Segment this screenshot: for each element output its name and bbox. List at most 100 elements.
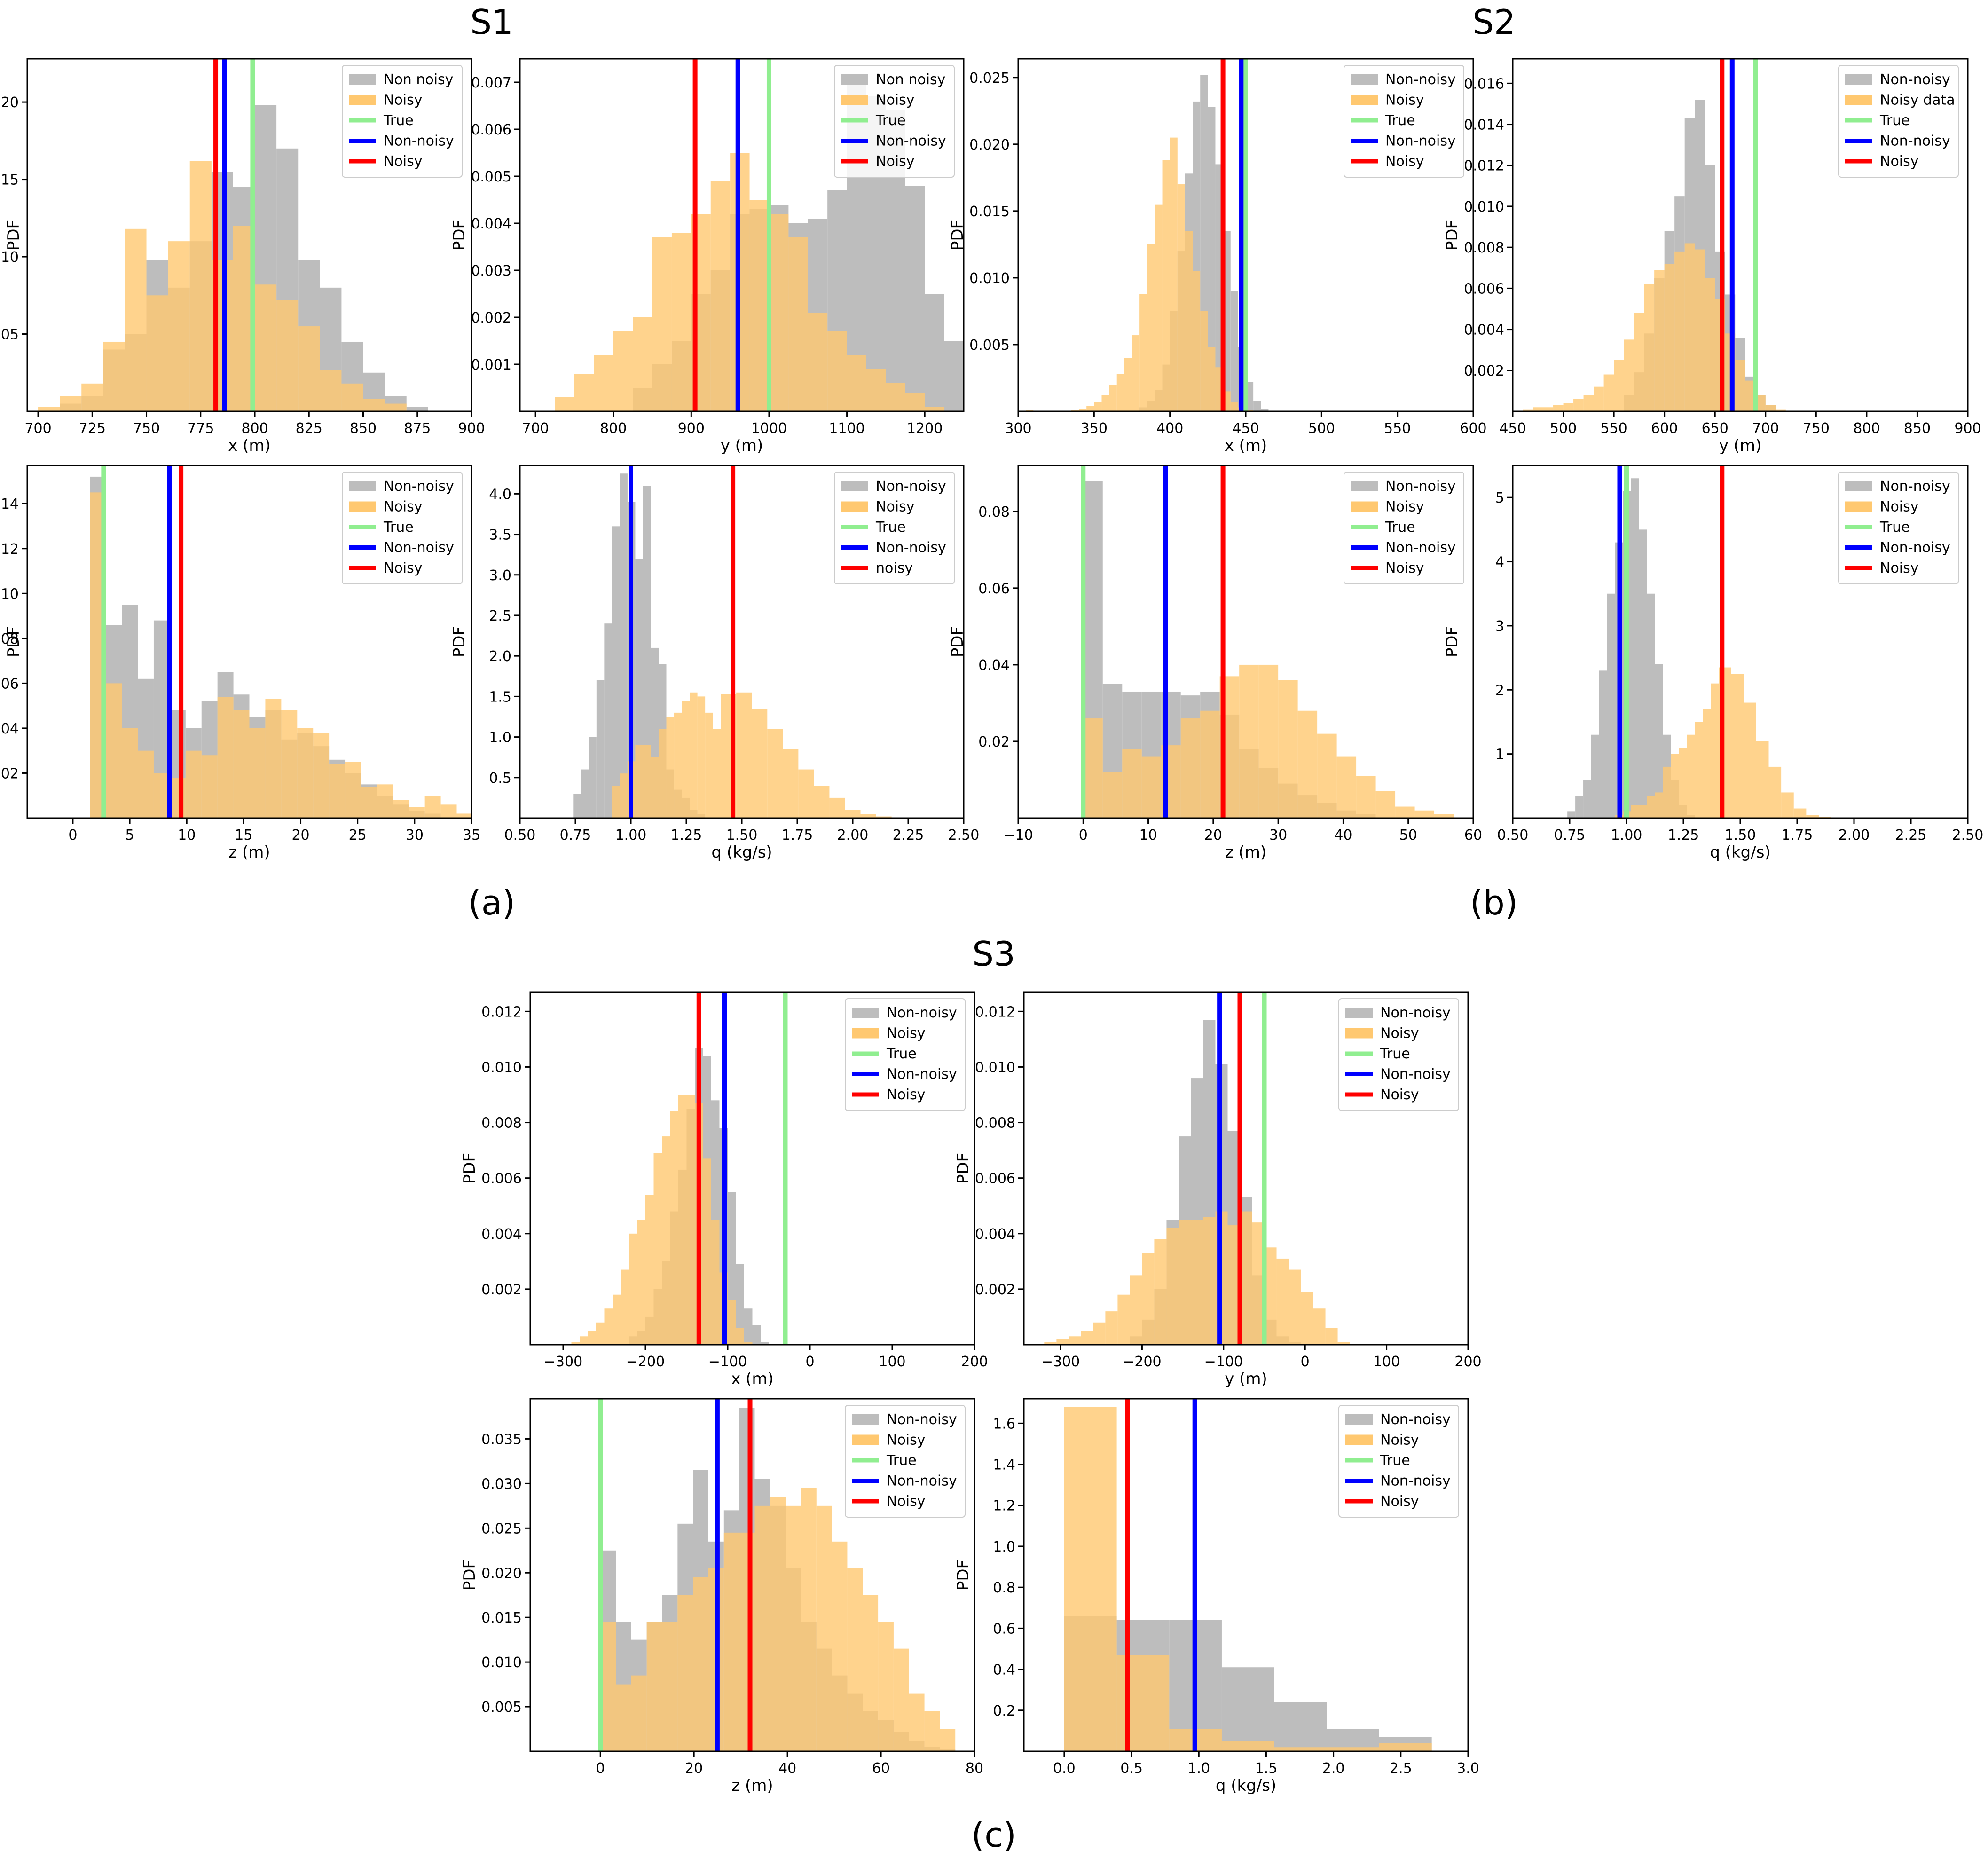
- y-tick-label: 0.010: [481, 1059, 522, 1076]
- orange-bar: [1079, 409, 1087, 411]
- orange-bar: [1395, 806, 1415, 818]
- x-tick-label: 0.50: [504, 827, 536, 843]
- orange-bar: [1655, 792, 1663, 818]
- x-tick-label: 1.0: [1187, 1760, 1210, 1777]
- orange-bar: [1336, 756, 1357, 818]
- legend-swatch: [852, 1028, 879, 1039]
- orange-bar: [1563, 403, 1574, 411]
- orange-bar: [1289, 1269, 1301, 1345]
- plot-area: [90, 465, 471, 818]
- grey-bar: [1647, 593, 1655, 818]
- x-axis-label: q (kg/s): [711, 843, 772, 862]
- orange-bar: [1258, 664, 1279, 818]
- grey-bar: [736, 1264, 744, 1345]
- y-tick-label: 0.005: [969, 337, 1010, 354]
- y-tick-label: 0.02: [978, 734, 1010, 750]
- orange-bar: [1695, 722, 1703, 818]
- plot-area: [1523, 59, 1786, 411]
- x-tick-label: 700: [24, 420, 51, 437]
- legend-swatch: [841, 481, 868, 491]
- orange-bar: [612, 786, 620, 818]
- legend-box: [1838, 472, 1959, 584]
- y-tick-label: 2.5: [489, 608, 511, 624]
- y-axis-label: PDF: [460, 1153, 479, 1184]
- x-tick-label: 725: [79, 420, 106, 437]
- legend-label: Noisy: [1880, 499, 1919, 515]
- y-tick-label: 0.6: [993, 1621, 1015, 1637]
- x-tick-label: 0: [805, 1354, 814, 1370]
- orange-bar: [710, 181, 731, 411]
- plot-area: [573, 465, 892, 818]
- orange-bar: [736, 1328, 744, 1345]
- orange-bar: [633, 317, 652, 411]
- x-tick-label: 2.00: [1839, 827, 1870, 843]
- orange-bar: [1105, 1311, 1118, 1345]
- x-tick-label: 100: [879, 1354, 905, 1370]
- plot-area: [1064, 1399, 1432, 1751]
- plot-area: [1026, 59, 1269, 411]
- x-tick-label: 10: [178, 827, 196, 843]
- x-tick-label: 0: [1301, 1354, 1310, 1370]
- orange-bar: [769, 214, 789, 411]
- legend-swatch: [349, 501, 376, 512]
- orange-bar: [783, 749, 799, 818]
- legend-label: Noisy: [1380, 1432, 1419, 1449]
- legend-label: Non-noisy: [1380, 1066, 1451, 1083]
- orange-bar: [1806, 815, 1819, 818]
- grey-bar: [589, 737, 597, 818]
- y-tick-label: 0.004: [481, 1226, 522, 1243]
- orange-bar: [217, 697, 234, 818]
- legend-label: True: [383, 112, 414, 129]
- orange-bar: [749, 200, 769, 411]
- orange-bar: [847, 1568, 863, 1751]
- y-tick-label: 0.006: [481, 1171, 522, 1187]
- x-tick-label: 200: [961, 1354, 988, 1370]
- legend-label: Noisy data: [1880, 92, 1955, 109]
- y-tick-label: 1.0: [489, 730, 511, 746]
- orange-bar: [38, 407, 60, 411]
- orange-bar: [1687, 734, 1695, 818]
- orange-bar: [1193, 271, 1201, 411]
- chart-panel-2: 300 350 400 450 500 550 600 0.005 0.010 0.015 0.02…: [948, 58, 1487, 455]
- orange-bar: [600, 1622, 616, 1751]
- x-tick-label: 0.0: [1053, 1760, 1076, 1777]
- orange-bar: [674, 712, 682, 818]
- orange-bar: [1093, 1322, 1106, 1345]
- y-tick-label: 0.010: [975, 1059, 1015, 1076]
- x-tick-label: 1.75: [782, 827, 813, 843]
- orange-bar: [555, 397, 574, 411]
- legend-label: Noisy: [876, 499, 915, 515]
- orange-bar: [103, 341, 125, 411]
- orange-bar: [863, 1595, 879, 1751]
- grey-bar: [744, 1308, 753, 1345]
- x-tick-label: −100: [1204, 1354, 1243, 1370]
- orange-bar: [924, 1711, 940, 1751]
- x-tick-label: 2.00: [837, 827, 869, 843]
- orange-bar: [886, 383, 905, 411]
- orange-bar: [752, 709, 768, 818]
- plot-area: [555, 59, 964, 411]
- orange-bar: [265, 699, 282, 818]
- legend-label: Non-noisy: [887, 1005, 957, 1021]
- y-tick-label: 1.4: [993, 1457, 1015, 1473]
- legend-label: Non-noisy: [384, 540, 454, 556]
- orange-bar: [666, 717, 675, 818]
- y-tick-label: 0.020: [0, 95, 19, 111]
- y-tick-label: 0.003: [471, 263, 511, 279]
- orange-bar: [276, 300, 299, 411]
- legend-label: Noisy: [1880, 560, 1919, 576]
- legend-swatch: [852, 1414, 879, 1425]
- orange-bar: [739, 1532, 755, 1751]
- orange-bar: [631, 1675, 647, 1751]
- orange-bar: [1200, 710, 1220, 818]
- grey-bar: [596, 680, 605, 818]
- orange-bar: [596, 1322, 605, 1345]
- y-tick-label: 0.4: [993, 1662, 1015, 1678]
- orange-bar: [1745, 380, 1756, 411]
- grey-bar: [925, 294, 944, 411]
- chart-panel-6: −10 0 10 20 30 40 50 60 0.02 0.04 0.06 0.08 z (m) PDF…: [948, 465, 1482, 862]
- x-tick-label: 1.5: [1255, 1760, 1278, 1777]
- legend-box: [1344, 65, 1464, 178]
- y-tick-label: 0.012: [481, 1004, 522, 1020]
- orange-bar: [643, 745, 651, 818]
